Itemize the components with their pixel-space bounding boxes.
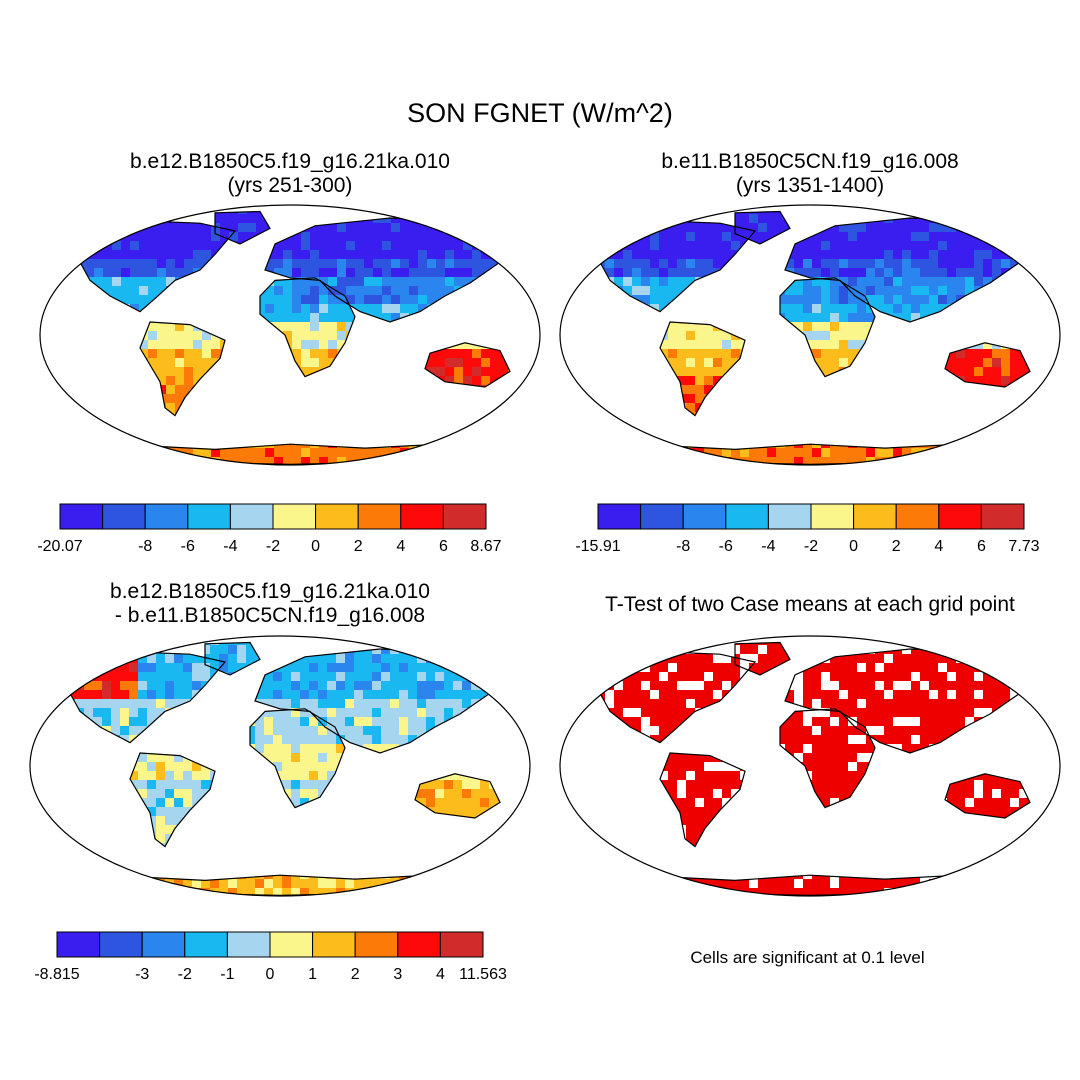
colorbar-case2: -15.91 -8 -6 -4 -2 0 2 4 6 7.73: [575, 503, 1040, 555]
colorbar-label: 8.67: [470, 538, 501, 555]
colorbar-swatch: [99, 931, 143, 958]
colorbar-label: 3: [393, 966, 402, 983]
colorbar-label: 4: [934, 538, 943, 555]
colorbar-label: 2: [892, 538, 901, 555]
colorbar-label: 0: [311, 538, 320, 555]
panel-title-case1-line2: (yrs 251-300): [227, 174, 353, 197]
map-border-difference: [29, 635, 531, 897]
colorbar-swatch: [269, 931, 314, 958]
panel-title-case2-line2: (yrs 1351-1400): [735, 174, 885, 197]
colorbar-case1: -20.07 -8 -6 -4 -2 0 2 4 6 8.67: [37, 503, 502, 555]
map-ttest: [559, 635, 1061, 897]
colorbar-swatch: [184, 931, 228, 958]
colorbar-label: 6: [439, 538, 448, 555]
map-border-case2: [559, 204, 1061, 466]
colorbar-label: -20.07: [37, 538, 82, 555]
colorbar-swatch: [938, 503, 982, 530]
map-case1: [39, 204, 541, 466]
colorbar-swatch: [315, 503, 359, 530]
colorbar-swatch: [102, 503, 146, 530]
colorbar-label: -2: [804, 538, 818, 555]
colorbar-label: -6: [181, 538, 195, 555]
colorbar-label: -4: [223, 538, 237, 555]
map-difference: [29, 635, 531, 897]
colorbar-swatch: [810, 503, 855, 530]
colorbar-swatch: [144, 503, 189, 530]
colorbar-label: 4: [396, 538, 405, 555]
figure-title: SON FGNET (W/m^2): [407, 98, 673, 128]
panel-title-ttest: T-Test of two Case means at each grid po…: [555, 593, 1065, 617]
colorbar-label: -3: [135, 966, 149, 983]
colorbar-swatch: [187, 503, 231, 530]
colorbar-swatch: [272, 503, 317, 530]
colorbar-swatch: [725, 503, 769, 530]
colorbar-swatch: [439, 931, 484, 958]
colorbar-label: -8: [676, 538, 690, 555]
colorbar-swatch: [397, 931, 441, 958]
colorbar-label: -15.91: [575, 538, 620, 555]
colorbar-label: 11.563: [459, 966, 507, 983]
colorbar-swatch: [895, 503, 940, 530]
colorbar-swatch: [597, 503, 642, 530]
colorbar-label: 1: [308, 966, 317, 983]
map-border-ttest: [559, 635, 1061, 897]
colorbar-label: -4: [761, 538, 775, 555]
panel-title-ttest-line1: T-Test of two Case means at each grid po…: [605, 593, 1015, 616]
colorbar-label: -8: [138, 538, 152, 555]
colorbar-label: 2: [354, 538, 363, 555]
colorbar-label: -2: [178, 966, 192, 983]
colorbar-swatch: [354, 931, 399, 958]
panel-title-case1: b.e12.B1850C5.f19_g16.21ka.010 (yrs 251-…: [90, 150, 490, 198]
colorbar-label: 6: [977, 538, 986, 555]
colorbar-label: 0: [266, 966, 275, 983]
panel-title-difference: b.e12.B1850C5.f19_g16.21ka.010 - b.e11.B…: [70, 580, 470, 628]
colorbar-label: 7.73: [1008, 538, 1039, 555]
colorbar-label: 0: [849, 538, 858, 555]
colorbar-swatch: [229, 503, 274, 530]
colorbar-swatch: [442, 503, 487, 530]
map-case2: [559, 204, 1061, 466]
colorbar-swatch: [59, 503, 104, 530]
colorbar-swatch: [682, 503, 727, 530]
colorbar-swatch: [226, 931, 271, 958]
panel-title-case1-line1: b.e12.B1850C5.f19_g16.21ka.010: [130, 150, 450, 173]
colorbar-label: -2: [266, 538, 280, 555]
colorbar-label: -1: [220, 966, 234, 983]
panel-title-case2-line1: b.e11.B1850C5CN.f19_g16.008: [661, 150, 959, 173]
colorbar-swatch: [141, 931, 186, 958]
panel-title-difference-line2: - b.e11.B1850C5CN.f19_g16.008: [114, 604, 426, 627]
colorbar-swatch: [400, 503, 444, 530]
colorbar-swatch: [767, 503, 812, 530]
panel-title-case2: b.e11.B1850C5CN.f19_g16.008 (yrs 1351-14…: [610, 150, 1010, 198]
significance-note: Cells are significant at 0.1 level: [690, 948, 925, 967]
colorbar-swatch: [56, 931, 101, 958]
colorbar-label: -6: [719, 538, 733, 555]
colorbar-swatch: [312, 931, 356, 958]
colorbar-difference: -8.815 -3 -2 -1 0 1 2 3 4 11.563: [34, 931, 507, 983]
colorbar-swatch: [640, 503, 684, 530]
colorbar-label: -8.815: [34, 966, 79, 983]
colorbar-swatch: [357, 503, 402, 530]
colorbar-label: 2: [351, 966, 360, 983]
colorbar-swatch: [853, 503, 897, 530]
colorbar-label: 4: [436, 966, 445, 983]
colorbar-swatch: [980, 503, 1025, 530]
map-border-case1: [39, 204, 541, 466]
panel-title-difference-line1: b.e12.B1850C5.f19_g16.21ka.010: [110, 580, 430, 603]
